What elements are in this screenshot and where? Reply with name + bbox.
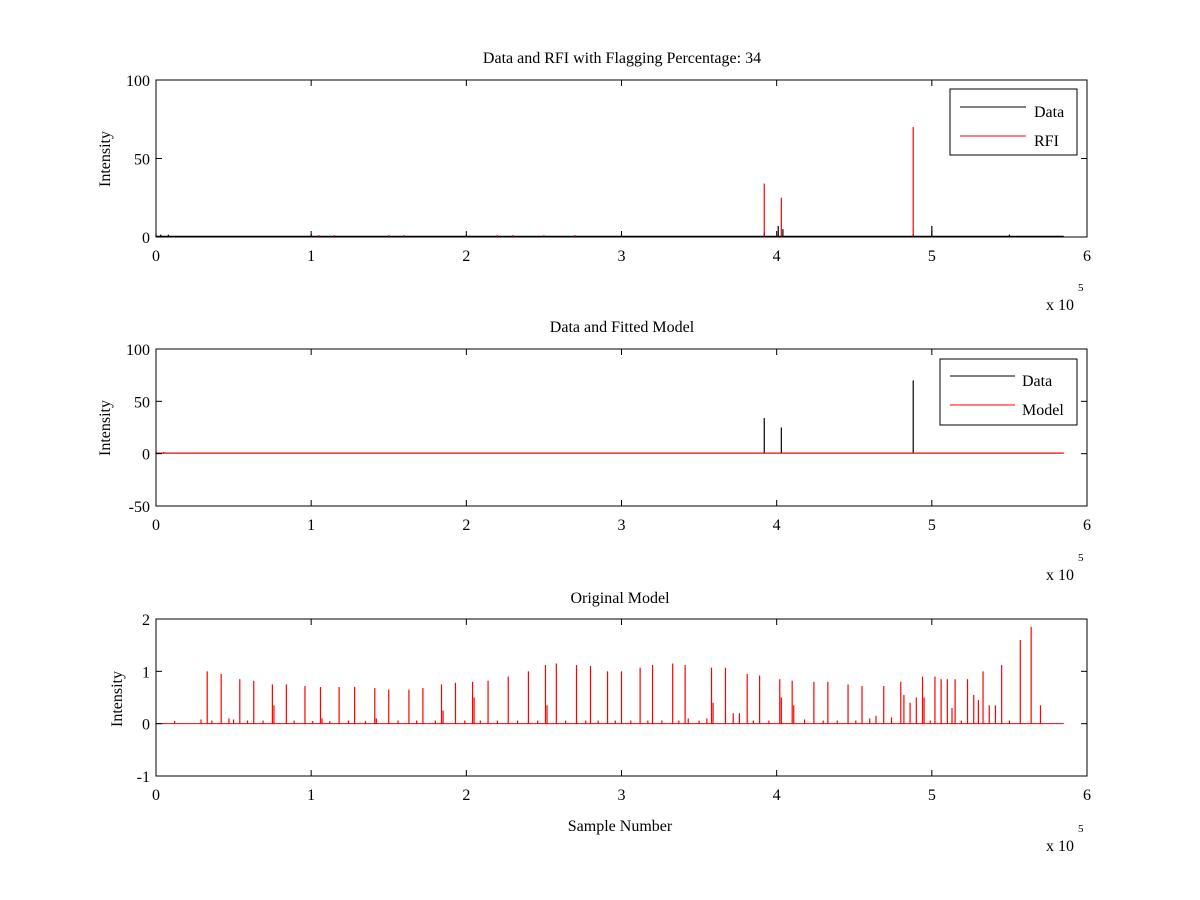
axes-1-xtick-label: 3 [618, 248, 626, 265]
axes-2-plot-area [155, 380, 1064, 454]
axes-3-xtick-label: 6 [1083, 787, 1091, 804]
axes-1-x-multiplier: x 10 [1046, 297, 1074, 314]
axes-2-xtick-label: 0 [152, 517, 160, 534]
axes-3-frame [155, 618, 1088, 777]
axes-3-x-multiplier-exponent: 5 [1078, 823, 1084, 835]
axes-1-x-multiplier-exponent: 5 [1078, 282, 1084, 294]
axes-3-plot-area [156, 626, 1064, 725]
axes-2-title: Data and Fitted Model [550, 319, 695, 336]
axes-3-ylabel: Intensity [109, 671, 126, 727]
axes-2-xtick-label: 1 [307, 517, 315, 534]
axes-3-xtick-label: 1 [307, 787, 315, 804]
axes-2-frame [155, 348, 1088, 507]
axes-2-legend-data-label: Data [1022, 373, 1052, 390]
axes-3-xtick-label: 2 [462, 787, 470, 804]
axes-1-xtick-label: 0 [152, 248, 160, 265]
axes-2-xtick-label: 5 [928, 517, 936, 534]
axes-3-xtick-label: 4 [773, 787, 781, 804]
axes-2-legend: Data Model [939, 358, 1078, 426]
axes-2-x-multiplier-exponent: 5 [1078, 552, 1084, 564]
axes-2-legend-box [939, 358, 1078, 426]
axes-3-ytick-label: 2 [142, 612, 150, 629]
axes-2-xtick-label: 3 [618, 517, 626, 534]
axes-2-ytick-label: 100 [126, 342, 150, 359]
axes-1: Data and RFI with Flagging Percentage: 3… [97, 50, 1091, 314]
axes-3-ytick-label: 1 [142, 664, 150, 681]
axes-1-frame [155, 79, 1088, 238]
axes-2-x-multiplier: x 10 [1046, 567, 1074, 584]
axes-1-ticks: 0 1 2 3 4 5 6 0 50 100 [126, 73, 1091, 265]
axes-1-ytick-label: 50 [134, 152, 150, 169]
axes-3-xtick-label: 3 [618, 787, 626, 804]
axes-2-ytick-label: 50 [134, 394, 150, 411]
axes-1-legend-data-label: Data [1034, 104, 1064, 121]
axes-2-xtick-label: 2 [462, 517, 470, 534]
axes-1-title: Data and RFI with Flagging Percentage: 3… [483, 50, 761, 67]
axes-1-legend: Data RFI [949, 88, 1078, 156]
axes-1-ylabel: Intensity [97, 131, 114, 187]
axes-2: Data and Fitted Model Intensity 0 1 2 3 4 5 6 -… [97, 319, 1091, 584]
axes-1-legend-rfi-label: RFI [1034, 133, 1059, 150]
axes-2-ytick-label: 0 [142, 447, 150, 464]
axes-3-x-multiplier: x 10 [1046, 838, 1074, 855]
axes-1-xtick-label: 6 [1083, 248, 1091, 265]
axes-2-xtick-label: 6 [1083, 517, 1091, 534]
axes-1-ytick-label: 0 [142, 230, 150, 247]
axes-3: Original Model Intensity Sample Number 0… [109, 590, 1091, 855]
axes-1-ytick-label: 100 [126, 73, 150, 90]
axes-3-xtick-label: 5 [928, 787, 936, 804]
axes-3-xtick-label: 0 [152, 787, 160, 804]
axes-2-ylabel: Intensity [97, 400, 114, 456]
axes-3-xlabel: Sample Number [568, 818, 673, 835]
axes-2-xtick-label: 4 [773, 517, 781, 534]
axes-1-xtick-label: 4 [773, 248, 781, 265]
axes-1-xtick-label: 2 [462, 248, 470, 265]
axes-1-xtick-label: 5 [928, 248, 936, 265]
axes-2-legend-model-label: Model [1022, 402, 1064, 419]
axes-2-ytick-label: -50 [129, 499, 150, 516]
axes-3-ytick-label: -1 [137, 769, 150, 786]
axes-3-title: Original Model [570, 590, 670, 607]
axes-1-legend-box [949, 88, 1078, 156]
axes-1-xtick-label: 1 [307, 248, 315, 265]
axes-3-ytick-label: 0 [142, 717, 150, 734]
